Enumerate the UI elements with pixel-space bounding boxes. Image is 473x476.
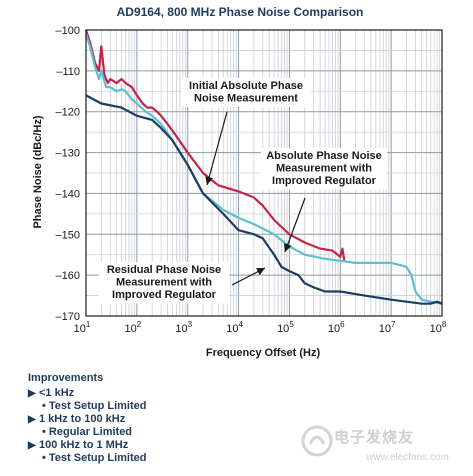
annotation-text: Improved Regulator bbox=[112, 289, 217, 301]
arrow-head-icon bbox=[284, 243, 292, 252]
improvement-range: 1 kHz to 100 kHz bbox=[39, 413, 126, 425]
y-tick-label: –120 bbox=[56, 107, 80, 119]
watermark: 电子发烧友 www.elecfans.com bbox=[300, 420, 470, 472]
y-tick-label: –160 bbox=[56, 270, 80, 282]
y-tick-label: –100 bbox=[56, 25, 80, 37]
y-tick-label: –110 bbox=[56, 66, 80, 78]
watermark-logo-icon bbox=[301, 425, 333, 457]
annotation-text: Measurement with bbox=[116, 277, 212, 289]
x-tick-label: 106 bbox=[328, 320, 345, 335]
watermark-url: www.elecfans.com bbox=[366, 452, 449, 463]
chart-series-group bbox=[84, 29, 443, 305]
initial-absolute-series-line bbox=[84, 29, 346, 261]
x-tick-label: 105 bbox=[277, 320, 294, 335]
phase-noise-chart: AD9164, 800 MHz Phase Noise Comparison –… bbox=[32, 5, 447, 359]
improvement-detail: • Test Setup Limited bbox=[42, 452, 147, 464]
annotation-text: Improved Regulator bbox=[272, 175, 377, 187]
x-tick-label: 102 bbox=[125, 320, 142, 335]
improvement-item: ▶ 100 kHz to 1 MHz bbox=[28, 439, 328, 452]
annotation-text: Measurement with bbox=[276, 163, 372, 175]
improvement-range: 100 kHz to 1 MHz bbox=[39, 439, 129, 451]
play-arrow-icon: ▶ bbox=[28, 440, 36, 451]
arrow-head-icon bbox=[256, 268, 265, 276]
plot-frame bbox=[85, 29, 443, 317]
chart-title: AD9164, 800 MHz Phase Noise Comparison bbox=[117, 5, 364, 19]
y-tick-label: –150 bbox=[56, 229, 80, 241]
improvement-item: ▶ <1 kHz bbox=[28, 387, 328, 400]
improvement-range: <1 kHz bbox=[39, 387, 75, 399]
annotation-background bbox=[99, 262, 229, 304]
annotation-text: Absolute Phase Noise bbox=[266, 150, 382, 162]
x-tick-label: 103 bbox=[175, 320, 192, 335]
watermark-text: 电子发烧友 bbox=[334, 428, 415, 446]
arrow-head-icon bbox=[205, 176, 213, 185]
annotation-text: Initial Absolute Phase bbox=[189, 80, 303, 92]
improvements-notes: Improvements ▶ <1 kHz • Test Setup Limite… bbox=[28, 372, 328, 465]
play-arrow-icon: ▶ bbox=[28, 414, 36, 425]
plot-border bbox=[85, 29, 443, 317]
x-axis-label: Frequency Offset (Hz) bbox=[206, 347, 321, 359]
annotation-background bbox=[261, 148, 387, 190]
annotation-text: Residual Phase Noise bbox=[107, 264, 221, 276]
improved-absolute-series-line bbox=[84, 33, 443, 305]
residual-series-line bbox=[85, 94, 443, 305]
annotation-arrow-line bbox=[284, 197, 306, 253]
x-tick-label: 107 bbox=[379, 320, 396, 335]
play-arrow-icon: ▶ bbox=[28, 388, 36, 399]
y-tick-label: –140 bbox=[56, 188, 80, 200]
x-tick-labels: 101 102 103 104 105 106 107 108 bbox=[74, 320, 447, 335]
annotation-arrow-line bbox=[206, 111, 228, 186]
y-axis-label: Phase Noise (dBc/Hz) bbox=[32, 115, 44, 228]
improvement-detail: • Regular Limited bbox=[42, 426, 133, 438]
annotation-text: Noise Measurement bbox=[194, 93, 298, 105]
y-tick-label: –130 bbox=[56, 148, 80, 160]
x-tick-label: 101 bbox=[74, 320, 91, 335]
y-tick-label: –170 bbox=[56, 311, 80, 323]
improvements-header: Improvements bbox=[28, 372, 104, 384]
y-tick-labels: –100 –110 –120 –130 –140 –150 –160 –170 bbox=[56, 25, 80, 323]
x-tick-label: 104 bbox=[226, 320, 243, 335]
improvement-detail: • Test Setup Limited bbox=[42, 400, 147, 412]
annotation-background bbox=[181, 78, 311, 107]
x-tick-label: 108 bbox=[430, 320, 447, 335]
improvement-item: ▶ 1 kHz to 100 kHz bbox=[28, 413, 328, 426]
